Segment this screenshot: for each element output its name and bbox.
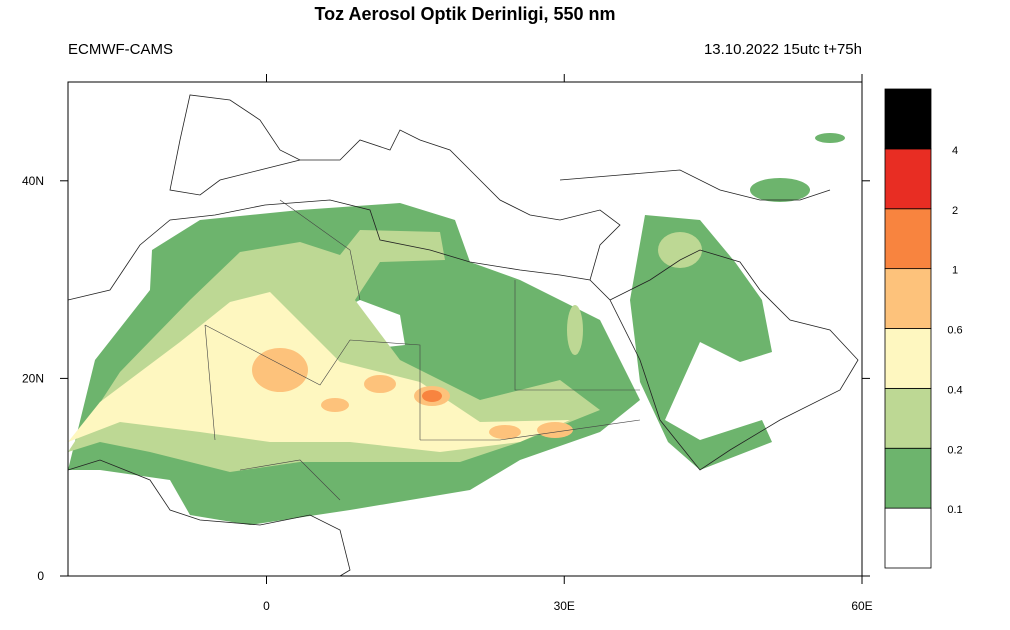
map-fields: [68, 133, 845, 525]
colorbar-box: [884, 328, 932, 389]
y-tick-label: 40N: [22, 174, 44, 188]
colorbar-label: 4: [952, 145, 958, 157]
colorbar-label: 0.1: [947, 504, 962, 516]
colorbar-box: [884, 447, 932, 509]
colorbar-label: 1: [952, 265, 958, 277]
borders: [204, 199, 641, 501]
right-label: 13.10.2022 15utc t+75h: [704, 41, 862, 58]
x-tick-label: 30E: [554, 599, 575, 613]
colorbar-box: [884, 148, 932, 210]
map-frame: [67, 81, 863, 577]
colorbar-box: [884, 208, 932, 270]
y-tick-label: 20N: [22, 371, 44, 385]
colorbar-box: [884, 507, 932, 569]
coastlines: [67, 94, 859, 577]
colorbar-label: 0.4: [947, 384, 962, 396]
colorbar-label: 0.6: [947, 325, 962, 337]
colorbar-box: [884, 268, 932, 329]
x-tick-label: 60E: [851, 599, 872, 613]
y-tick-label: 0: [37, 569, 44, 583]
title: Toz Aerosol Optik Derinligi, 550 nm: [314, 4, 615, 24]
colorbar-label: 0.2: [947, 444, 962, 456]
x-tick-label: 0: [263, 599, 270, 613]
colorbar-box: [884, 88, 932, 150]
left-label: ECMWF-CAMS: [68, 41, 173, 58]
colorbar-label: 2: [952, 205, 958, 217]
colorbar-box: [884, 387, 932, 449]
